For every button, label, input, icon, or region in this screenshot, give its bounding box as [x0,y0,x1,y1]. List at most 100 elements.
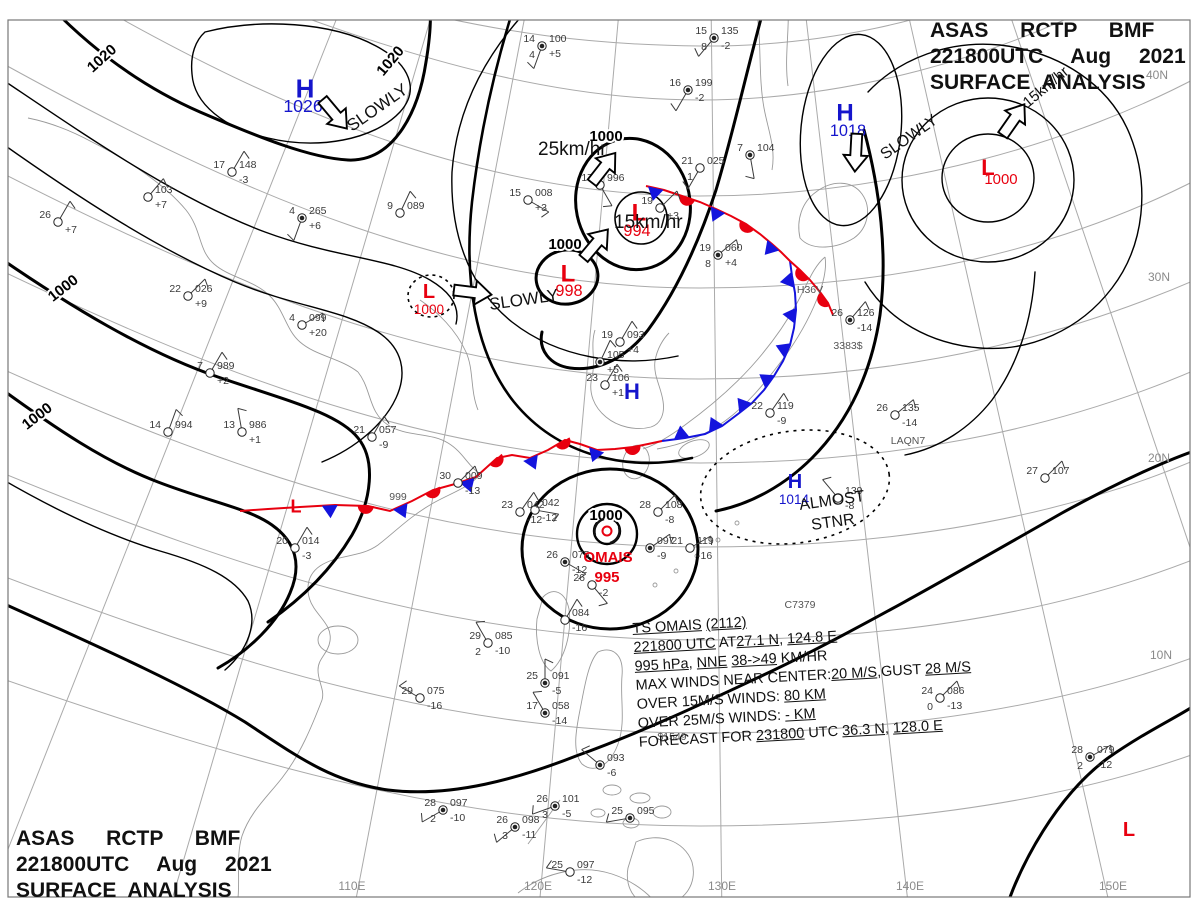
wind-barb-tick [243,150,250,159]
wind-barb-tick [670,103,677,112]
station-temp: 28 [1071,744,1083,756]
station-pressure: 101 [562,793,580,805]
wind-barb-tick [531,805,534,815]
station-circle [515,507,525,517]
island-outline [678,439,710,459]
station-dewpoint: -16 [697,550,712,562]
station-extra: 8 [701,41,707,53]
station-temp: 25 [611,805,623,817]
meridian-line [537,0,621,920]
meridian-line [351,0,529,920]
station-plot: 14 100 +5 4 [523,33,567,69]
island-outline [317,625,359,655]
station-temp: 21 [681,155,693,167]
wind-barb-tick [682,181,689,190]
movement-arrows [317,94,1027,307]
storm-info-text: 995 hPa [634,655,690,675]
station-circle [833,493,843,503]
wind-barb [398,685,417,697]
station-pressure: 093 [627,329,645,341]
isobar [0,386,298,670]
station-dewpoint: -2 [695,92,704,104]
station-extra: 0 [927,701,933,713]
station-dewpoint: +3 [535,202,547,214]
wind-barb-tick [631,320,638,329]
station-pressure: 135 [721,25,739,37]
chart-type-line: SURFACE ANALYSIS [16,879,232,902]
movement-label: 25km/hr [538,139,607,160]
station-extra: 3 [542,809,548,821]
cloud-cover-fill [299,215,305,221]
station-dewpoint: -12 [1097,759,1112,771]
station-plot: 139-8 [822,476,863,512]
station-dewpoint: +5 [607,364,619,376]
station-circle [765,408,775,418]
wind-barb [211,351,223,370]
station-dewpoint: +2 [217,375,229,387]
station-pressure: 098 [522,814,540,826]
station-plot: 7 104 [737,142,775,180]
station-temp: 21 [353,424,365,436]
wind-barb [190,278,206,294]
station-dewpoint: -10 [450,812,465,824]
wind-barb-tick [162,178,168,187]
station-dewpoint: -16 [572,622,587,634]
station-dewpoint: -9 [379,439,388,451]
station-temp: 21 [671,535,683,547]
island-outline [602,784,622,796]
wind-barb-tick [237,407,247,412]
isobar-closed [520,467,700,631]
wind-barb-tick [383,415,390,424]
station-circle [453,478,463,488]
wind-barb [581,749,598,763]
graticule-labels: 40N 30N 20N 10N 110E 120E 130E 140E 150E [338,68,1172,893]
station-temp: 25 [551,859,563,871]
wind-barb-tick [398,680,407,687]
cold-front-marker [708,416,724,433]
coastline [536,591,571,672]
station-pressure: 093 [607,752,625,764]
station-plot: 093-6 [581,745,625,779]
station-temp: 25 [526,670,538,682]
stationary-front-main [239,437,663,519]
wind-barb-tick [420,812,423,823]
station-pressure: 025 [707,155,725,167]
station-dewpoint: -8 [665,514,674,526]
station-temp: 7 [737,142,743,154]
station-circle [415,693,425,703]
cloud-cover-fill [627,815,633,821]
coastlines [27,0,869,920]
warm-front-marker [489,453,504,468]
isobar [539,0,768,371]
station-dewpoint: -14 [857,322,872,334]
station-circle [395,208,405,218]
station-pressure: 091 [552,670,570,682]
wind-barb-tick [822,476,832,481]
low-center: L [1123,819,1135,841]
wind-barb-tick [545,860,552,869]
meridian-line [1004,0,1200,579]
station-pressure: 008 [535,187,553,199]
station-pressure: 100 [549,33,567,45]
latitude-label: 20N [1148,451,1170,465]
warm-front-marker [624,446,641,456]
storm-info-text: 221800 UTC [633,635,717,656]
cloud-cover-fill [597,359,603,365]
station-temp: 19 [601,329,613,341]
isobar-value-label: 1020 [84,41,120,76]
station-dewpoint: -13 [947,700,962,712]
station-pressure: 996 [607,172,625,184]
station-dewpoint: -6 [607,767,616,779]
isobar-closed [901,97,1075,263]
station-dewpoint: +3 [667,210,679,222]
wind-barb [662,190,678,206]
station-plot: 26 135 -14 [876,399,920,429]
tropical-storm-info-box: TS OMAIS (2112) 221800 UTC AT27.1 N, 124.… [632,596,1069,753]
station-pressure: 014 [302,535,320,547]
station-temp: 4 [289,312,295,324]
station-circle [560,615,570,625]
